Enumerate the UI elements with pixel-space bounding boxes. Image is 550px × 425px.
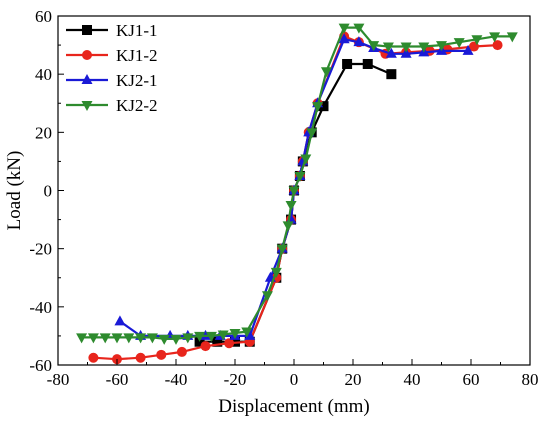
data-point [212, 336, 223, 347]
data-point [318, 101, 329, 112]
data-point [82, 50, 92, 60]
data-point [400, 47, 412, 58]
data-point [123, 333, 135, 344]
data-point [312, 102, 324, 113]
y-tick-label: 40 [35, 65, 52, 84]
data-point [81, 74, 93, 84]
legend-item: KJ2-2 [66, 96, 158, 115]
data-point [111, 333, 123, 344]
legend-label: KJ2-1 [116, 71, 158, 90]
data-point [156, 349, 167, 360]
x-tick-label: -60 [106, 370, 129, 389]
y-tick-label: -20 [29, 240, 52, 259]
legend-item: KJ2-1 [66, 71, 158, 90]
data-point [224, 338, 235, 349]
data-point [353, 36, 365, 47]
x-axis-title: Displacement (mm) [218, 396, 369, 417]
data-point [282, 221, 294, 232]
x-tick-label: -80 [47, 370, 70, 389]
data-point [300, 154, 312, 165]
legend-label: KJ2-2 [116, 96, 158, 115]
data-point [492, 40, 503, 51]
x-tick-label: -20 [224, 370, 247, 389]
y-tick-label: -40 [29, 298, 52, 317]
y-axis-title: Load (kN) [4, 151, 25, 231]
y-tick-label: 20 [35, 123, 52, 142]
data-point [261, 291, 273, 302]
data-point [99, 333, 111, 344]
y-tick-label: -60 [29, 356, 52, 375]
legend-item: KJ1-1 [66, 21, 158, 40]
data-point [276, 244, 288, 255]
data-point [241, 327, 253, 338]
data-point [342, 58, 353, 69]
data-point [285, 201, 297, 212]
data-point [489, 32, 501, 43]
data-point [176, 346, 187, 357]
data-point [462, 44, 474, 55]
data-point [76, 333, 88, 344]
y-tick-label: 0 [44, 182, 53, 201]
x-tick-label: 40 [404, 370, 421, 389]
data-point [362, 58, 373, 69]
x-tick-label: 20 [345, 370, 362, 389]
y-tick-label: 60 [35, 7, 52, 26]
legend-label: KJ1-1 [116, 21, 158, 40]
x-tick-label: 80 [522, 370, 539, 389]
x-tick-label: 0 [290, 370, 299, 389]
data-point [386, 69, 397, 80]
data-point [338, 33, 350, 44]
data-point [400, 42, 412, 53]
data-point [338, 23, 350, 34]
data-point [418, 42, 430, 53]
data-point [385, 47, 397, 58]
data-point [320, 67, 332, 78]
data-point [382, 42, 394, 53]
x-tick-label: 60 [463, 370, 480, 389]
data-point [88, 352, 99, 363]
data-point [217, 330, 229, 341]
data-point [294, 171, 306, 182]
data-point [87, 333, 99, 344]
data-point [205, 331, 217, 342]
data-point [82, 25, 92, 35]
data-point [368, 41, 380, 52]
data-point [194, 331, 206, 342]
legend-label: KJ1-2 [116, 46, 158, 65]
data-point [244, 329, 256, 340]
data-point [170, 334, 182, 345]
series-layer [76, 23, 518, 365]
data-point [200, 341, 211, 352]
data-point [270, 267, 282, 278]
data-point [158, 334, 170, 345]
data-point [135, 352, 146, 363]
data-point [353, 23, 365, 34]
data-point [182, 333, 194, 344]
data-point [288, 186, 300, 197]
series-KJ2-2 [76, 23, 518, 345]
data-point [229, 329, 241, 340]
legend: KJ1-1 KJ1-2 KJ2-1 KJ2-2 [66, 21, 158, 115]
data-point [436, 41, 447, 52]
data-point [135, 333, 147, 344]
data-point [306, 128, 318, 139]
legend-item: KJ1-2 [66, 46, 158, 65]
data-point [453, 38, 465, 49]
data-point [471, 35, 483, 46]
data-point [506, 32, 518, 43]
data-point [81, 101, 93, 111]
data-point [114, 315, 126, 326]
x-tick-label: -40 [165, 370, 188, 389]
data-point [146, 333, 158, 344]
